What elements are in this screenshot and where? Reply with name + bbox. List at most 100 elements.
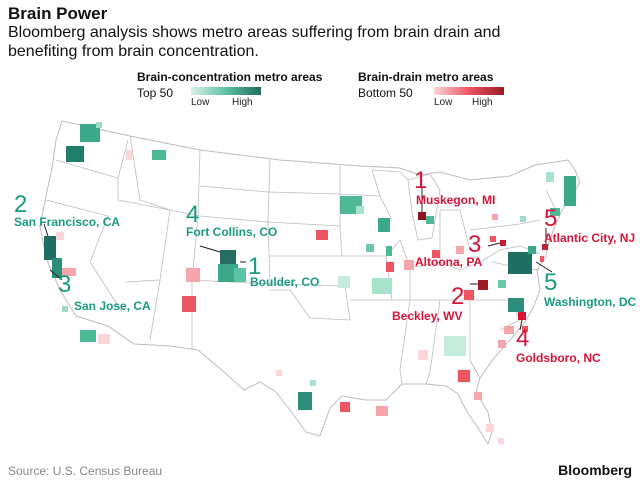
metro-champaign [386,246,392,256]
metro-ithaca [520,216,526,222]
metro-boulder [218,264,238,282]
metro-ocala [486,424,494,432]
metro-charlottesville [498,280,506,288]
metro-raleigh [508,298,524,312]
legend-drain-gradient [434,87,504,95]
metro-beaumont [340,402,350,412]
metro-gadsden [418,350,428,360]
metro-atlanta [444,336,466,356]
metro-college-station [310,380,316,386]
metro-farmington [182,296,196,312]
metro-el-centro [98,334,110,344]
concentration-rank-4: 4 [186,201,199,228]
metro-macon [458,370,470,382]
drain-rank-2: 2 [451,283,464,310]
drain-city-5: Atlantic City, NJ [544,231,635,245]
metro-goldsboro [518,312,526,320]
us-outline [39,120,581,446]
metro-santa-cruz [62,306,68,312]
concentration-rank-2: 2 [14,191,27,218]
concentration-rank-3: 3 [58,271,71,298]
legend-concentration-subtitle: Top 50 [137,86,174,100]
metro-dover [540,256,544,262]
metro-iowa-city [366,244,374,252]
legend-drain: Brain-drain metro areas Bottom 50 Low Hi… [358,70,518,110]
concentration-city-4: Fort Collins, CO [186,225,277,239]
metro-olympia [66,146,84,162]
legend-drain-high: High [472,97,493,108]
source-note: Source: U.S. Census Bureau [8,464,163,478]
metro-florence-sc [498,340,506,348]
metro-bellingham [96,122,102,128]
drain-city-4: Goldsboro, NC [516,351,601,365]
concentration-city-3: San Jose, CA [74,299,151,313]
metro-columbia-mo [372,278,392,294]
metro-seattle [80,124,100,142]
metro-sanjose [52,258,62,278]
state-borders [45,135,557,385]
metro-baltimore [528,246,536,254]
legend-concentration: Brain-concentration metro areas Top 50 L… [137,70,327,110]
metro-missoula [152,150,166,160]
michigan-outline [371,169,441,241]
drain-rank-4: 4 [516,325,529,352]
drain-city-3: Altoona, PA [415,255,482,269]
concentration-city-5: Washington, DC [544,295,637,309]
metro-albany-ga [474,392,482,400]
legend-concentration-gradient [191,87,261,95]
drain-rank-1: 1 [414,167,427,194]
metro-san-diego [80,330,96,342]
metro-modesto [62,268,76,276]
concentration-city-2: San Francisco, CA [14,215,120,229]
drain-rank-3: 3 [468,231,481,258]
metro-redding [56,232,64,240]
metro-mansfield [456,246,464,254]
metro-lawrence [338,276,350,288]
metro-hartford [550,208,560,216]
us-metro-map: 1 Muskegon, MI 2 Beckley, WV 3 Altoona, … [14,120,637,446]
drain-rank-5: 5 [544,205,557,232]
metro-sf [44,236,56,260]
metro-madison [378,218,390,232]
drain-city-1: Muskegon, MI [416,193,495,207]
legend-drain-title: Brain-drain metro areas [358,70,494,84]
metro-decatur [404,260,414,270]
metro-muskegon [418,212,426,220]
concentration-rank-1: 1 [248,253,261,280]
metro-ann-arbor [426,216,434,224]
metro-washington [508,252,532,274]
chart-title: Brain Power [8,4,108,23]
metro-erie [492,214,498,220]
bloomberg-logo: Bloomberg [558,462,632,478]
metro-st-joseph [316,230,328,240]
metro-grand-junction [186,268,200,282]
metro-houma [376,406,388,416]
metro-fort-collins [220,250,236,264]
metro-sebring [498,438,504,444]
metro-boston [564,176,576,206]
drain-city-2: Beckley, WV [392,309,462,323]
concentration-rank-5: 5 [544,269,557,296]
metro-rockford [386,262,394,272]
metro-fayetteville-nc [504,326,514,334]
drain-metros [56,150,548,444]
concentration-metros [44,122,576,410]
legend-drain-subtitle: Bottom 50 [358,86,413,100]
chart-subtitle: Bloomberg analysis shows metro areas suf… [8,24,501,60]
legend-concentration-high: High [232,97,253,108]
metro-altoona [500,240,506,246]
metro-jacksonville-nc [522,326,528,332]
legend-drain-low: Low [434,97,453,108]
concentration-city-1: Boulder, CO [250,275,319,289]
legend-concentration-title: Brain-concentration metro areas [137,70,323,84]
metro-beckley [478,280,488,290]
legend-concentration-low: Low [191,97,210,108]
metro-burlington [546,172,554,182]
metro-johnstown [490,236,496,242]
callout-labels: 1 Muskegon, MI 2 Beckley, WV 3 Altoona, … [14,167,637,365]
callout-lines [43,188,553,331]
metro-austin [298,392,312,410]
metro-denver [234,268,246,282]
metro-kokomo [432,250,440,258]
metro-lubbock-area [276,370,282,376]
